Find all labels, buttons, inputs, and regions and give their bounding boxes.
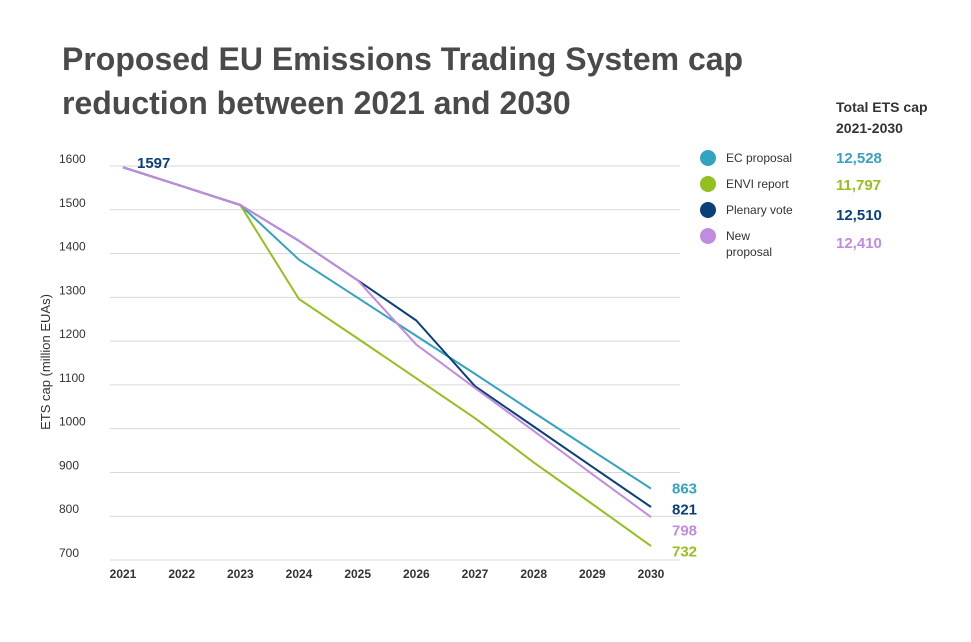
y-tick-label: 1000 [59,415,86,429]
totals-header-line-2: 2021-2030 [836,120,903,136]
y-axis-label: ETS cap (million EUAs) [38,294,53,430]
x-tick-label: 2027 [462,567,489,581]
total-value: 11,797 [836,177,881,194]
start-value-annotation: 1597 [137,155,170,172]
series-line-ec-proposal [122,166,652,490]
chart-title-line-2: reduction between 2021 and 2030 [62,85,571,121]
legend-label: Plenary vote [726,203,793,217]
legend-swatch [700,176,716,192]
x-tick-label: 2023 [227,567,254,581]
x-tick-label: 2022 [168,567,195,581]
legend: EC proposal ENVI report Plenary vote New pro… [700,150,793,259]
y-tick-label: 1500 [59,196,86,210]
end-value-label: 821 [672,502,697,519]
y-tick-label: 1400 [59,240,86,254]
gridlines [110,165,680,561]
x-tick-label: 2024 [286,567,313,581]
legend-swatch [700,150,716,166]
legend-swatch [700,228,716,244]
legend-swatch [700,202,716,218]
x-tick-label: 2030 [638,567,665,581]
x-tick-label: 2025 [344,567,371,581]
total-value: 12,528 [836,150,882,167]
y-tick-label: 1600 [59,152,86,166]
series-line-plenary-vote [122,166,652,508]
totals-header-line-1: Total ETS cap [836,99,928,115]
x-axis-ticks: 2021 2022 2023 2024 2025 2026 2027 2028 2029 2030 [110,567,665,581]
totals-column: 12,528 11,797 12,510 12,410 [836,150,882,252]
end-value-label: 798 [672,523,697,540]
y-tick-label: 700 [59,546,79,560]
y-tick-label: 800 [59,502,79,516]
end-value-label: 863 [672,481,697,498]
x-tick-label: 2021 [110,567,137,581]
series-line-new-proposal [122,166,652,518]
x-tick-label: 2029 [579,567,606,581]
legend-label: New [726,229,750,243]
y-tick-label: 1300 [59,283,86,297]
legend-label: proposal [726,245,772,259]
chart-title-line-1: Proposed EU Emissions Trading System cap [62,41,743,77]
legend-label: EC proposal [726,151,792,165]
y-tick-label: 900 [59,458,79,472]
y-tick-label: 1100 [59,371,85,385]
x-tick-label: 2028 [520,567,547,581]
y-tick-label: 1200 [59,327,86,341]
end-labels: 863 821 798 732 [672,481,697,561]
series-line-envi-report [122,166,652,547]
legend-label: ENVI report [726,177,789,191]
series-lines [122,166,652,547]
total-value: 12,410 [836,235,882,252]
total-value: 12,510 [836,207,882,224]
end-value-label: 732 [672,544,697,561]
x-tick-label: 2026 [403,567,430,581]
y-axis-ticks: 1600 1500 1400 1300 1200 1100 1000 900 800 700 [59,152,86,560]
